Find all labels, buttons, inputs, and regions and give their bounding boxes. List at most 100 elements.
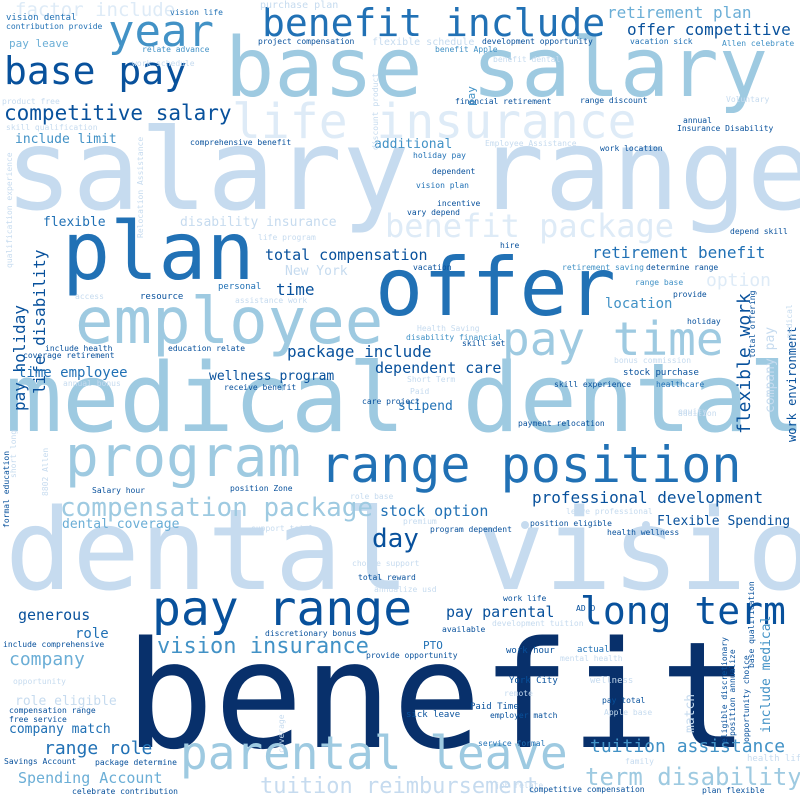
word-relate-advance: relate advance bbox=[142, 45, 210, 54]
word-flexible-schedule: flexible schedule bbox=[372, 37, 475, 48]
word-vision-dental: vision dental bbox=[6, 13, 77, 23]
word-health-saving: Health Saving bbox=[417, 324, 480, 333]
word-comprehensive-benefit: comprehensive benefit bbox=[190, 138, 292, 147]
word-vision-insurance: vision insurance bbox=[157, 634, 369, 659]
word-8802-allen: 8802 Allen bbox=[41, 447, 50, 496]
word-vision-life: vision life bbox=[170, 8, 223, 17]
word-base-pay: base pay bbox=[4, 49, 188, 93]
word-salary-hour: Salary hour bbox=[92, 486, 145, 495]
word-work-environment: work environment bbox=[785, 326, 799, 442]
word-job-relate: job relate bbox=[495, 781, 544, 790]
word-assistance-work: assistance work bbox=[235, 296, 308, 305]
word-work-schedule: work schedule bbox=[132, 59, 195, 68]
word-premium: premium bbox=[403, 517, 437, 526]
word-position-eligible: position eligible bbox=[530, 519, 612, 528]
word-apple-base: Apple base bbox=[604, 708, 653, 717]
word-range-base: range base bbox=[635, 278, 684, 287]
word-year: year bbox=[108, 6, 214, 57]
word-dependent-care: dependent care bbox=[375, 359, 502, 377]
word-additional: additional bbox=[374, 137, 453, 152]
word-contribution-provide: contribution provide bbox=[6, 22, 103, 31]
word-match: match bbox=[683, 693, 698, 733]
word-flexible-spending: Flexible Spending bbox=[657, 514, 791, 529]
word-tuition-assistance: tuition assistance bbox=[590, 736, 786, 757]
word-salary-range: salary range bbox=[5, 106, 800, 236]
word-pay: pay bbox=[465, 86, 478, 106]
word-offer-competitive: offer competitive bbox=[627, 20, 791, 39]
word-option: option bbox=[706, 270, 772, 291]
word-resource: resource bbox=[140, 292, 184, 302]
word-range-discount: range discount bbox=[580, 96, 648, 105]
word-employee-assistance: Employee Assistance bbox=[485, 139, 577, 148]
word-coverage-retirement: coverage retirement bbox=[23, 351, 115, 360]
word-stipend: stipend bbox=[398, 399, 453, 414]
word-retirement-saving: retirement saving bbox=[562, 263, 644, 272]
word-paid: Paid bbox=[410, 387, 430, 396]
word-annualize-usd: annualize usd bbox=[374, 585, 437, 594]
decorative-dot bbox=[642, 521, 650, 529]
word-incentive: incentive bbox=[437, 199, 481, 208]
word-benefit-apple: benefit Apple bbox=[435, 45, 498, 54]
word-work-location: work location bbox=[600, 144, 663, 153]
word-range-role: range role bbox=[44, 738, 153, 759]
word-formal-education: formal education bbox=[2, 450, 11, 528]
word-coverage: coverage bbox=[277, 714, 286, 753]
word-savings-account: Savings Account bbox=[4, 757, 77, 766]
word-holiday: holiday bbox=[687, 317, 721, 326]
word-healthcare: healthcare bbox=[656, 380, 705, 389]
word-company: company bbox=[9, 649, 85, 670]
word-program: program bbox=[65, 425, 302, 490]
word-day: day bbox=[372, 524, 419, 554]
word-work-hour: work hour bbox=[506, 646, 555, 656]
word-compensation-range: compensation range bbox=[9, 706, 96, 715]
word-spending-account: Spending Account bbox=[18, 769, 163, 787]
word-holiday-pay: holiday pay bbox=[413, 151, 466, 160]
word-discretionary-bonus: discretionary bonus bbox=[265, 629, 357, 638]
word-opportunity-choice: opportunity choice bbox=[742, 655, 751, 742]
word-voluntary: Voluntary bbox=[726, 95, 770, 104]
word-sick-leave: sick leave bbox=[406, 710, 461, 720]
word-package-determine: package determine bbox=[95, 758, 177, 767]
word-product-free: product free bbox=[2, 97, 60, 106]
word-provide: provide bbox=[673, 290, 707, 299]
word-benefit-include: benefit include bbox=[262, 1, 606, 45]
word-tuition-reimbursement: tuition reimbursement bbox=[260, 774, 539, 799]
word-paid-time: Paid Time bbox=[470, 702, 519, 712]
word-annual: annual bbox=[683, 116, 712, 125]
word-leave-professional: leave professional bbox=[566, 507, 653, 516]
word-vary-depend: vary depend bbox=[407, 208, 460, 217]
word-mental-health: mental health bbox=[560, 654, 623, 663]
word-benefit-package: benefit package bbox=[385, 207, 674, 245]
word-base-salary: base salary bbox=[225, 21, 769, 116]
word-time-employee: time employee bbox=[18, 365, 128, 381]
word-vacation-sick: vacation sick bbox=[630, 37, 693, 46]
word-term-disability: term disability bbox=[585, 763, 800, 791]
word-professional-development: professional development bbox=[532, 488, 764, 507]
word-base-qualification: base qualification bbox=[747, 581, 756, 668]
word-total-offering: total offering bbox=[748, 290, 757, 358]
word-position-annualize: position annualize bbox=[728, 649, 737, 736]
word-york-city: York City bbox=[509, 676, 558, 686]
word-disability-financial: disability financial bbox=[406, 333, 503, 342]
word-vacation: vacation bbox=[413, 263, 452, 272]
word-bonus-commission: bonus commission bbox=[614, 356, 692, 365]
word-life-program: life program bbox=[258, 233, 316, 242]
word-generous: generous bbox=[18, 606, 91, 624]
word-available: available bbox=[442, 625, 486, 634]
word-disability-insurance: disability insurance bbox=[180, 215, 337, 230]
word-project-compensation: project compensation bbox=[258, 37, 355, 46]
word-role-base: role base bbox=[350, 492, 394, 501]
word-receive-benefit: receive benefit bbox=[224, 383, 297, 392]
word-support-total: support total bbox=[251, 524, 314, 533]
word-pay-parental: pay parental bbox=[446, 603, 555, 621]
word-development-opportunity: development opportunity bbox=[482, 37, 593, 46]
word-plan: plan bbox=[62, 205, 255, 298]
word-education-relate: education relate bbox=[168, 344, 246, 353]
word-company-match: company match bbox=[9, 722, 111, 737]
word-qualification-experience: qualification experience bbox=[5, 152, 14, 268]
word-range-position: range position bbox=[320, 436, 742, 494]
word-short-term: Short Term bbox=[407, 375, 456, 384]
word-addition: addition bbox=[678, 409, 717, 418]
word-location: location bbox=[605, 296, 673, 312]
word-vision-plan: vision plan bbox=[416, 181, 469, 190]
